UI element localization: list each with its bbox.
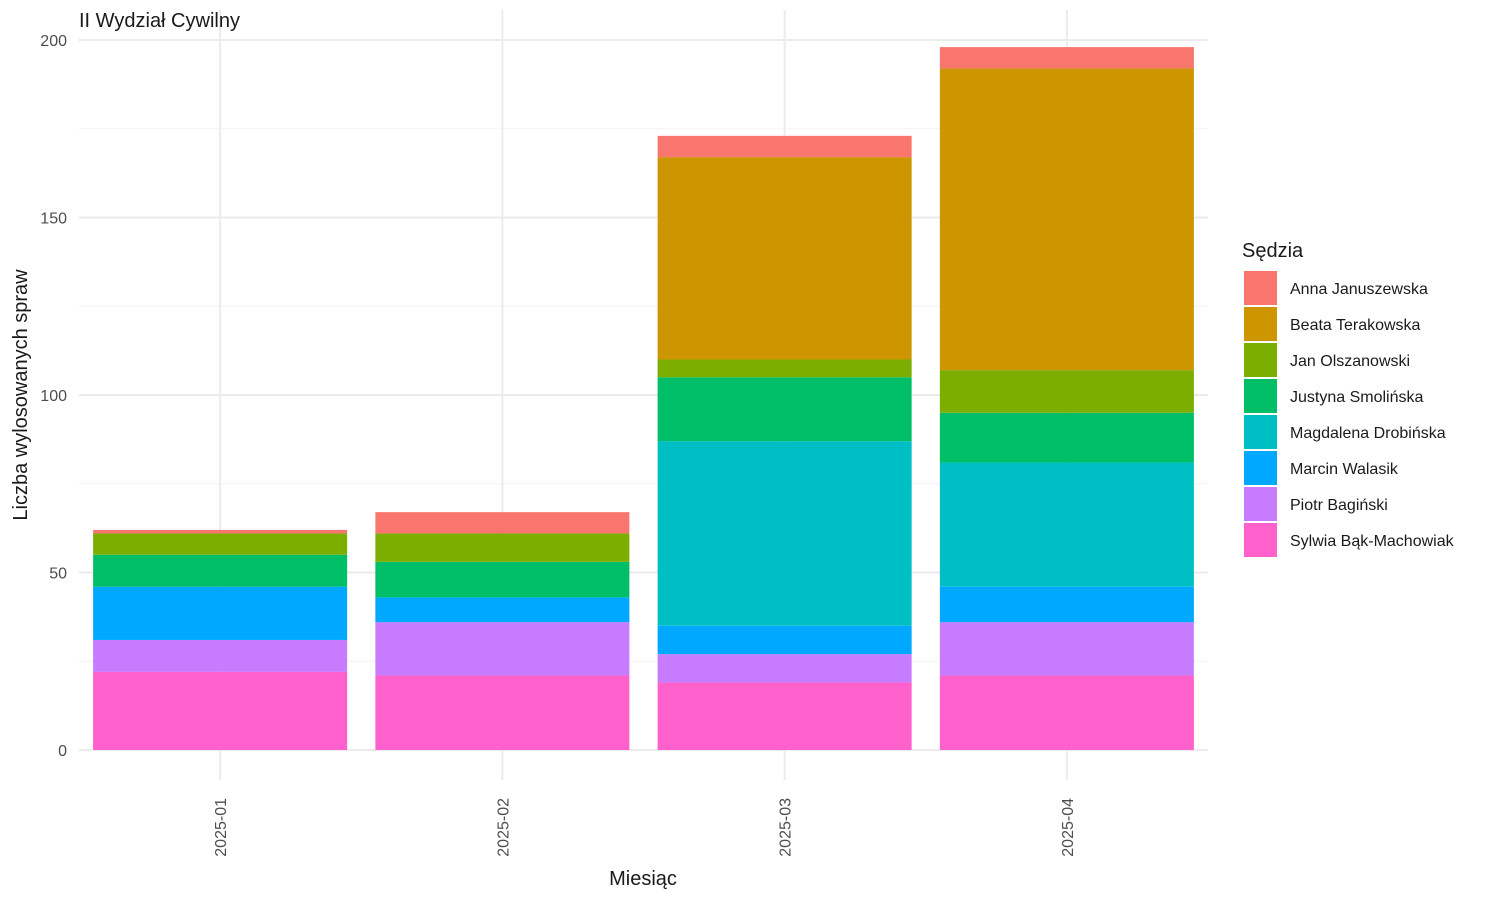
legend-label: Jan Olszanowski xyxy=(1290,353,1410,370)
legend-swatch xyxy=(1244,379,1277,413)
legend-title: Sędzia xyxy=(1242,240,1304,262)
legend-label: Marcin Walasik xyxy=(1290,461,1399,478)
bar-segment xyxy=(93,529,348,534)
y-tick-labels: 0 50 100 150 200 xyxy=(40,33,67,760)
x-tick-label: 2025-02 xyxy=(495,798,512,857)
bar-segment xyxy=(657,135,912,158)
bar-segment xyxy=(657,377,912,442)
bar-segment xyxy=(93,639,348,672)
bar-segment xyxy=(939,412,1194,463)
legend-items: Anna Januszewska Beata Terakowska Jan Olsz… xyxy=(1244,271,1455,557)
bar-segment xyxy=(375,622,630,676)
legend: Sędzia Anna Januszewska Beata Terakowska J… xyxy=(1242,240,1455,557)
y-tick-label: 100 xyxy=(40,388,67,405)
bar-segment xyxy=(375,512,630,534)
x-tick-label: 2025-04 xyxy=(1060,798,1077,857)
x-tick-label: 2025-01 xyxy=(213,798,230,857)
legend-swatch xyxy=(1244,343,1277,377)
legend-label: Magdalena Drobińska xyxy=(1290,425,1446,442)
legend-swatch xyxy=(1244,451,1277,485)
bar-segment xyxy=(657,359,912,378)
x-tick-label: 2025-03 xyxy=(778,798,795,857)
y-tick-label: 50 xyxy=(49,566,67,583)
y-tick-label: 150 xyxy=(40,211,67,228)
y-tick-label: 200 xyxy=(40,33,67,50)
x-axis-label: Miesiąc xyxy=(609,868,677,890)
bar-segment xyxy=(657,682,912,750)
bar-segment xyxy=(939,622,1194,676)
bar-segment xyxy=(375,561,630,598)
y-axis-label: Liczba wylosowanych spraw xyxy=(10,269,32,521)
legend-label: Beata Terakowska xyxy=(1290,317,1421,334)
bar-segment xyxy=(93,586,348,640)
bar-segment xyxy=(657,157,912,360)
legend-label: Anna Januszewska xyxy=(1290,281,1428,298)
bar-segment xyxy=(939,675,1194,750)
legend-swatch xyxy=(1244,307,1277,341)
bar-segment xyxy=(93,671,348,750)
bar-segment xyxy=(657,441,912,626)
bar-segment xyxy=(93,533,348,555)
y-tick-label: 0 xyxy=(58,743,67,760)
bar-segment xyxy=(375,597,630,623)
bar-segment xyxy=(939,68,1194,371)
bar-segment xyxy=(939,462,1194,587)
bar-segment xyxy=(939,47,1194,69)
legend-swatch xyxy=(1244,523,1277,557)
bars xyxy=(93,47,1194,750)
bar-segment xyxy=(657,654,912,683)
legend-swatch xyxy=(1244,271,1277,305)
legend-label: Sylwia Bąk-Machowiak xyxy=(1290,533,1455,550)
chart-title: II Wydział Cywilny xyxy=(79,10,240,32)
legend-label: Piotr Bagiński xyxy=(1290,497,1388,514)
legend-label: Justyna Smolińska xyxy=(1290,389,1423,406)
bar-segment xyxy=(657,625,912,655)
legend-swatch xyxy=(1244,415,1277,449)
bar-segment xyxy=(939,370,1194,413)
x-tick-labels: 2025-01 2025-02 2025-03 2025-04 xyxy=(213,798,1077,857)
bar-segment xyxy=(375,675,630,750)
bar-segment xyxy=(93,554,348,587)
bar-segment xyxy=(375,533,630,562)
bar-segment xyxy=(939,586,1194,623)
legend-swatch xyxy=(1244,487,1277,521)
